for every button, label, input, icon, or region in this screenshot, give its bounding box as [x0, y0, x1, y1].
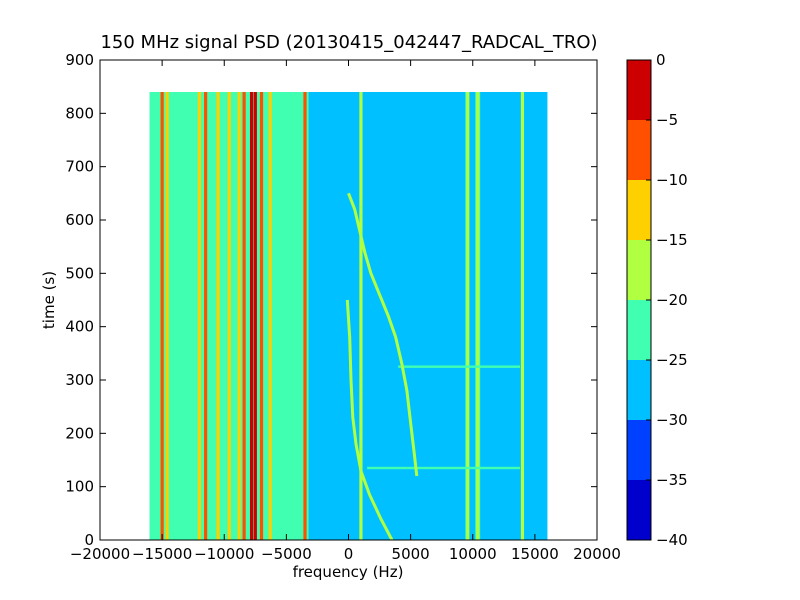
heatmap-carrier-line [253, 92, 257, 540]
y-tick-label: 900 [65, 51, 94, 69]
chart-title: 150 MHz signal PSD (20130415_042447_RADC… [100, 32, 597, 53]
heatmap-carrier-line [268, 92, 272, 540]
x-tick-label: 10000 [449, 545, 497, 563]
colorbar-tick-label: −35 [656, 471, 688, 489]
heatmap-carrier-line [204, 92, 208, 540]
y-tick-label: 500 [65, 264, 94, 282]
y-tick-label: 300 [65, 371, 94, 389]
colorbar-segment [627, 360, 651, 420]
plot-area: −20000 −15000 −10000 −5000 0 5000 10000 15000 20… [65, 51, 621, 563]
heatmap-carrier-line [303, 92, 307, 540]
colorbar: 0 −5 −10 −15 −20 −25 −30 −35 −40 [626, 51, 688, 549]
colorbar-tick-label: −20 [656, 291, 688, 309]
y-tick-label: 700 [65, 158, 94, 176]
heatmap-carrier-line [227, 92, 231, 540]
y-tick-label: 0 [84, 531, 94, 549]
heatmap-carrier-line [249, 92, 254, 540]
x-tick-label: −20000 [70, 545, 130, 563]
colorbar-tick-label: −30 [656, 411, 688, 429]
x-tick-label: 5000 [392, 545, 430, 563]
colorbar-segment [627, 480, 651, 540]
colorbar-tick-label: −40 [656, 531, 688, 549]
y-tick-label: 600 [65, 211, 94, 229]
heatmap-carrier-line [160, 92, 164, 540]
heatmap-canvas [149, 92, 548, 540]
heatmap-band [308, 92, 360, 540]
heatmap-doppler-track [347, 192, 419, 477]
heatmap-carrier-line [216, 92, 220, 540]
y-tick-label: 200 [65, 424, 94, 442]
y-tick-label: 100 [65, 478, 94, 496]
heatmap-time-line [367, 466, 520, 470]
heatmap-carrier-line [242, 92, 246, 540]
x-axis: −20000 −15000 −10000 −5000 0 5000 10000 15000 20… [70, 60, 621, 563]
x-tick-label: −5000 [261, 545, 312, 563]
heatmap-carrier-line [466, 92, 470, 540]
x-axis-label: frequency (Hz) [293, 563, 404, 581]
y-axis-label: time (s) [40, 271, 58, 329]
colorbar-segment [627, 60, 651, 120]
colorbar-tick-label: −10 [656, 171, 688, 189]
y-tick-label: 800 [65, 104, 94, 122]
colorbar-segment [627, 420, 651, 480]
colorbar-segment [627, 120, 651, 180]
heatmap-time-line [398, 365, 520, 368]
colorbar-segment [627, 180, 651, 240]
heatmap-doppler-track [345, 299, 394, 540]
colorbar-segment [627, 240, 651, 300]
colorbar-tick-label: −25 [656, 351, 688, 369]
heatmap-carrier-line [520, 92, 525, 540]
heatmap-carrier-line [476, 92, 480, 540]
x-tick-label: −15000 [132, 545, 192, 563]
colorbar-segment [627, 300, 651, 360]
heatmap-carrier-line [237, 92, 241, 540]
colorbar-tick-label: −5 [656, 111, 678, 129]
colorbar-tick-label: 0 [656, 51, 666, 69]
y-axis: 0 100 200 300 400 500 600 700 800 900 [65, 51, 597, 549]
x-tick-label: −10000 [194, 545, 254, 563]
y-tick-label: 400 [65, 318, 94, 336]
x-tick-label: 15000 [511, 545, 559, 563]
heatmap-carrier-line [197, 92, 201, 540]
x-tick-label: 0 [344, 545, 354, 563]
heatmap-carrier-line [165, 92, 169, 540]
colorbar-tick-label: −15 [656, 231, 688, 249]
heatmap-layer [149, 92, 548, 540]
x-tick-label: 20000 [573, 545, 621, 563]
heatmap-carrier-line [359, 92, 363, 540]
heatmap-band [519, 92, 548, 540]
heatmap-carrier-line [259, 92, 264, 540]
